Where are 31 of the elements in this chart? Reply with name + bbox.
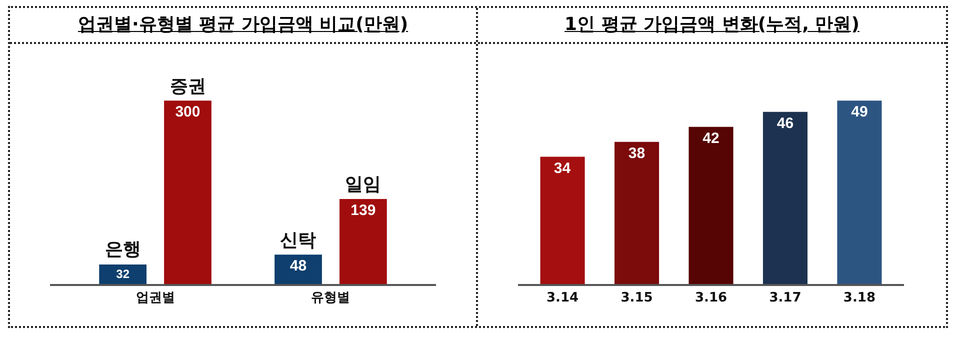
bar	[274, 254, 322, 284]
annotation: 일임	[345, 174, 381, 195]
bar	[340, 199, 387, 284]
text: 증권	[170, 76, 206, 97]
chart-title: 1인 평균 가입금액 변화(누적, 만원)	[564, 14, 860, 35]
data-label: 48	[290, 258, 307, 275]
x-tick-label: 업권별	[136, 290, 175, 306]
x-tick-label: 3.16	[694, 290, 728, 306]
x-tick-label: 3.18	[843, 290, 876, 306]
data-label: 38	[628, 144, 646, 162]
x-tick-label: 3.14	[546, 290, 579, 306]
bar	[99, 264, 146, 284]
annotation: 신탁	[280, 230, 316, 251]
data-label: 139	[350, 202, 376, 220]
chart-title: 업권별·유형별 평균 가입금액 비교(만원)	[78, 14, 408, 35]
bar	[837, 100, 882, 284]
data-label: 46	[776, 114, 794, 132]
bar	[688, 126, 734, 284]
data-label: 49	[851, 104, 868, 121]
data-label: 300	[175, 104, 200, 121]
x-tick-label: 3.15	[620, 290, 653, 306]
bar	[762, 112, 808, 284]
x-tick-label: 3.17	[769, 290, 802, 306]
data-label: 32	[116, 266, 130, 281]
bar	[614, 142, 660, 284]
data-label: 34	[554, 160, 572, 177]
annotation: 은행	[105, 239, 141, 260]
data-label: 42	[702, 130, 720, 147]
x-tick-label: 유형별	[311, 290, 350, 306]
bar	[164, 100, 212, 284]
bar	[540, 156, 585, 284]
